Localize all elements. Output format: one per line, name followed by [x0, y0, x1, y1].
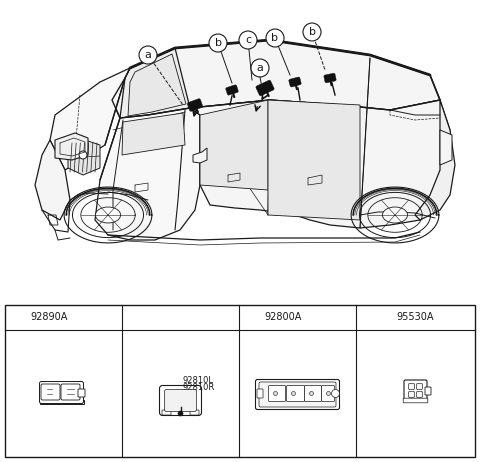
Ellipse shape	[383, 207, 408, 223]
Circle shape	[239, 31, 257, 49]
FancyBboxPatch shape	[408, 384, 414, 389]
FancyBboxPatch shape	[324, 73, 336, 83]
FancyBboxPatch shape	[190, 410, 199, 415]
FancyBboxPatch shape	[417, 384, 422, 389]
Text: 92890A: 92890A	[30, 312, 67, 322]
Text: c: c	[245, 35, 251, 45]
Polygon shape	[35, 140, 70, 220]
Circle shape	[10, 310, 24, 324]
Polygon shape	[193, 148, 207, 163]
Circle shape	[178, 411, 183, 416]
Circle shape	[291, 391, 296, 395]
FancyBboxPatch shape	[403, 398, 428, 403]
Text: a: a	[14, 312, 20, 322]
Circle shape	[310, 391, 313, 395]
Polygon shape	[55, 133, 88, 160]
Text: a: a	[144, 50, 151, 60]
FancyBboxPatch shape	[322, 385, 335, 401]
FancyBboxPatch shape	[41, 384, 60, 400]
Circle shape	[326, 391, 331, 395]
FancyBboxPatch shape	[417, 392, 422, 397]
Bar	[5, 305, 475, 457]
Text: b: b	[215, 38, 221, 48]
Text: c: c	[248, 312, 254, 322]
FancyBboxPatch shape	[257, 389, 263, 398]
Circle shape	[127, 310, 141, 324]
Text: 92810L: 92810L	[182, 376, 214, 385]
Polygon shape	[415, 100, 455, 220]
Circle shape	[303, 23, 321, 41]
FancyBboxPatch shape	[255, 379, 339, 409]
Polygon shape	[440, 130, 452, 165]
Circle shape	[244, 310, 258, 324]
Text: 92800A: 92800A	[264, 312, 301, 322]
FancyBboxPatch shape	[404, 380, 427, 401]
FancyBboxPatch shape	[289, 77, 301, 87]
Polygon shape	[200, 100, 268, 190]
FancyBboxPatch shape	[39, 382, 84, 403]
Polygon shape	[122, 113, 185, 155]
FancyBboxPatch shape	[159, 385, 202, 415]
FancyBboxPatch shape	[187, 99, 203, 111]
Polygon shape	[268, 100, 360, 220]
Text: 92810R: 92810R	[182, 383, 215, 392]
Ellipse shape	[96, 207, 120, 223]
Polygon shape	[68, 140, 100, 175]
FancyBboxPatch shape	[425, 387, 431, 395]
Polygon shape	[39, 400, 84, 403]
Text: a: a	[257, 63, 264, 73]
FancyBboxPatch shape	[165, 389, 196, 412]
Circle shape	[251, 59, 269, 77]
Circle shape	[79, 151, 87, 159]
FancyBboxPatch shape	[287, 385, 304, 401]
Circle shape	[209, 34, 227, 52]
FancyBboxPatch shape	[268, 385, 286, 401]
Polygon shape	[112, 40, 440, 118]
Circle shape	[266, 29, 284, 47]
Text: b: b	[131, 312, 137, 322]
FancyBboxPatch shape	[259, 382, 336, 407]
Text: b: b	[272, 33, 278, 43]
Polygon shape	[120, 48, 190, 118]
FancyBboxPatch shape	[256, 80, 274, 96]
Circle shape	[332, 389, 339, 397]
FancyBboxPatch shape	[304, 385, 322, 401]
Circle shape	[274, 391, 277, 395]
FancyBboxPatch shape	[226, 85, 238, 95]
FancyBboxPatch shape	[408, 392, 414, 397]
Text: 95530A: 95530A	[397, 312, 434, 322]
Polygon shape	[95, 108, 200, 240]
FancyBboxPatch shape	[162, 410, 171, 415]
Polygon shape	[128, 54, 186, 116]
Polygon shape	[50, 68, 130, 170]
Polygon shape	[190, 100, 450, 228]
FancyBboxPatch shape	[78, 389, 85, 397]
Text: b: b	[309, 27, 315, 37]
Circle shape	[139, 46, 157, 64]
FancyBboxPatch shape	[61, 384, 80, 400]
